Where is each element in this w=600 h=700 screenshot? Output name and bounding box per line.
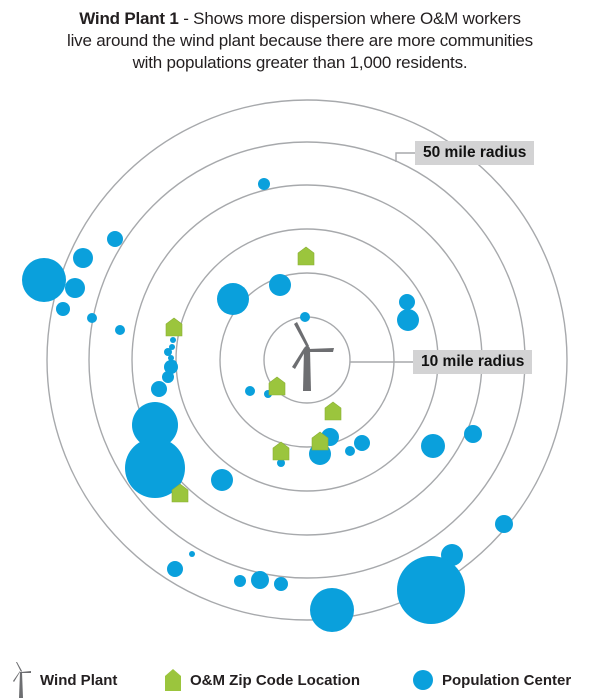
population-center-dot — [234, 575, 246, 587]
population-center-dot — [73, 248, 93, 268]
population-center-dot — [87, 313, 97, 323]
population-center-dot — [65, 278, 85, 298]
population-center-dot — [274, 577, 288, 591]
outer-leader-line — [395, 152, 416, 162]
label-leader-lines — [350, 152, 416, 363]
population-center-dot — [167, 561, 183, 577]
population-center-dot — [151, 381, 167, 397]
title-line3: with populations greater than 1,000 resi… — [132, 53, 468, 72]
wind-turbine-icon — [13, 662, 31, 698]
population-center-dot — [115, 325, 125, 335]
legend-zip-location-label: O&M Zip Code Location — [190, 671, 360, 689]
title-line2: live around the wind plant because there… — [67, 31, 533, 50]
radius-label-50-mile: 50 mile radius — [415, 141, 535, 165]
radius-ring-2 — [219, 272, 395, 448]
om-zip-location-marker — [297, 246, 315, 266]
population-center-dot — [277, 459, 285, 467]
population-center-dot — [354, 435, 370, 451]
population-center-dot — [251, 571, 269, 589]
om-zip-location-marker — [311, 431, 329, 451]
legend: Wind Plant O&M Zip Code Location Populat… — [0, 662, 600, 698]
population-center-dot — [245, 386, 255, 396]
population-center-dot — [162, 371, 174, 383]
population-center-dot — [22, 258, 66, 302]
population-center-dot — [258, 178, 270, 190]
om-zip-location-marker — [171, 483, 189, 503]
population-center-dot — [164, 360, 178, 374]
population-dot-icon — [413, 670, 433, 690]
home-icon — [165, 669, 181, 691]
population-center-dot — [132, 402, 178, 448]
population-centers — [22, 178, 513, 632]
wind-turbine-icon — [292, 322, 334, 391]
om-zip-location-marker — [324, 401, 342, 421]
population-center-dot — [397, 556, 465, 624]
population-center-dot — [170, 337, 176, 343]
population-center-dot — [217, 283, 249, 315]
population-center-dot — [310, 588, 354, 632]
population-center-dot — [125, 438, 185, 498]
om-zip-locations — [165, 246, 342, 503]
population-center-dot — [269, 274, 291, 296]
population-center-dot — [164, 348, 172, 356]
om-zip-location-marker — [272, 441, 290, 461]
legend-population-center-label: Population Center — [442, 671, 572, 689]
title-plant-name: Wind Plant 1 — [79, 9, 179, 28]
population-center-dot — [211, 469, 233, 491]
legend-population-center: Population Center — [412, 662, 571, 698]
legend-wind-plant: Wind Plant — [10, 662, 117, 698]
population-center-dot — [421, 434, 445, 458]
om-zip-location-marker — [165, 317, 183, 337]
diagram-title: Wind Plant 1 - Shows more dispersion whe… — [0, 8, 600, 74]
legend-wind-plant-label: Wind Plant — [40, 671, 118, 689]
population-center-dot — [345, 446, 355, 456]
population-center-dot — [495, 515, 513, 533]
title-line1: - Shows more dispersion where O&M worker… — [178, 9, 521, 28]
population-center-dot — [397, 309, 419, 331]
legend-zip-location: O&M Zip Code Location — [164, 662, 360, 698]
om-zip-location-marker — [268, 376, 286, 396]
population-center-dot — [464, 425, 482, 443]
population-center-dot — [399, 294, 415, 310]
population-center-dot — [300, 312, 310, 322]
radius-ring-6 — [46, 99, 568, 621]
population-center-dot — [168, 355, 174, 361]
population-center-dot — [56, 302, 70, 316]
population-center-dot — [107, 231, 123, 247]
population-center-dot — [189, 551, 195, 557]
radius-label-10-mile: 10 mile radius — [413, 350, 533, 374]
population-center-dot — [169, 344, 175, 350]
